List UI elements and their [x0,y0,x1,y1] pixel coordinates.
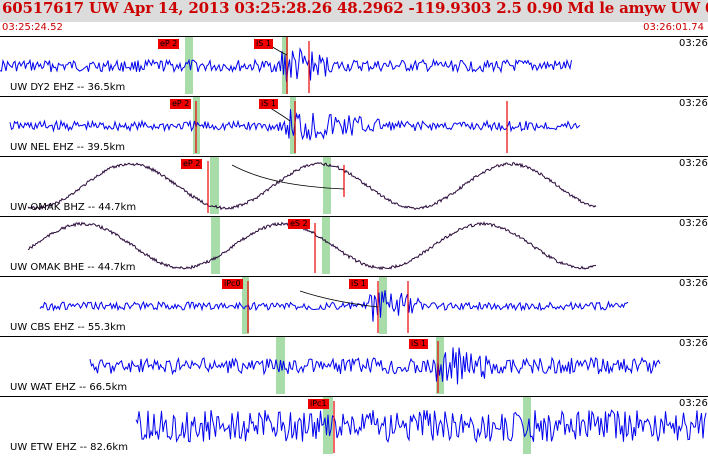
event-title: 60517617 UW Apr 14, 2013 03:25:28.26 48.… [2,0,708,17]
pick-window [523,397,531,454]
station-label: UW NEL EHZ -- 39.5km [10,142,125,153]
waveform-path [135,409,707,444]
trace-panel-cbs[interactable]: iPc0 iS 1 UW CBS EHZ -- 55.3km 03:26 [0,276,708,334]
station-label: UW ETW EHZ -- 82.6km [10,442,128,453]
waveform-omak-bhz [27,157,597,214]
waveform-cbs [39,277,629,334]
time-tick: 03:26 [679,98,708,109]
seismogram-traces: eP 2 iS 1 UW DY2 EHZ -- 36.5km 03:26 eP … [0,36,708,458]
waveform-nel [9,97,581,154]
waveform-path [89,347,661,385]
pick-window [276,337,285,394]
event-header-bar: 60517617 UW Apr 14, 2013 03:25:28.26 48.… [0,0,708,22]
pick-window [323,397,333,454]
pick-label[interactable]: iS 1 [254,39,273,49]
station-label: UW WAT EHZ -- 66.5km [10,382,128,393]
pick-label[interactable]: eP 2 [181,159,203,169]
time-tick: 03:26 [679,398,708,409]
time-tick: 03:26 [679,338,708,349]
pick-label[interactable]: eP 2 [158,39,180,49]
trace-panel-nel[interactable]: eP 2 iS 1 UW NEL EHZ -- 39.5km 03:26 [0,96,708,154]
waveform-omak-bhe [27,217,597,274]
travel-time-curve [231,164,345,190]
trace-panel-omak-bhz[interactable]: eP 2 UW OMAK BHZ -- 44.7km 03:26 [0,156,708,214]
waveform-etw [135,397,707,454]
waveform-path [27,162,597,211]
trace-panel-omak-bhe[interactable]: eS 2 UW OMAK BHE -- 44.7km 03:26 [0,216,708,274]
station-label: UW DY2 EHZ -- 36.5km [10,82,126,93]
pick-window [323,157,331,214]
pick-window [185,37,193,94]
pick-label[interactable]: iS 1 [409,339,428,349]
time-tick: 03:26 [679,278,708,289]
pick-window [282,37,288,94]
waveform-path [39,290,629,322]
pick-label[interactable]: iPc1 [308,399,329,409]
time-tick: 03:26 [679,38,708,49]
waveform-wat [89,337,661,394]
pick-window [210,157,219,214]
window-end-time: 03:26:01.74 [643,22,704,33]
trace-panel-etw[interactable]: iPc1 UW ETW EHZ -- 82.6km 03:26 [0,396,708,454]
trace-panel-wat[interactable]: iS 1 UW WAT EHZ -- 66.5km 03:26 [0,336,708,394]
waveform-path [0,47,572,82]
pick-label[interactable]: iS 1 [259,99,278,109]
travel-time-curve [299,290,379,308]
pick-window [211,217,220,274]
pick-window [436,337,444,394]
pick-window [242,277,249,334]
station-label: UW CBS EHZ -- 55.3km [10,322,126,333]
window-start-time: 03:25:24.52 [2,22,63,33]
pick-label[interactable]: iPc0 [222,279,243,289]
station-label: UW OMAK BHZ -- 44.7km [10,202,137,213]
trace-panel-dy2[interactable]: eP 2 iS 1 UW DY2 EHZ -- 36.5km 03:26 [0,36,708,94]
time-tick: 03:26 [679,158,708,169]
waveform-path [27,221,597,271]
time-tick: 03:26 [679,218,708,229]
pick-label[interactable]: iS 1 [349,279,368,289]
pick-window [290,97,296,154]
pick-window [322,217,330,274]
waveform-dy2 [0,37,572,94]
pick-window [379,277,387,334]
pick-label[interactable]: eP 2 [170,99,192,109]
pick-label[interactable]: eS 2 [288,219,310,229]
station-label: UW OMAK BHE -- 44.7km [10,262,136,273]
